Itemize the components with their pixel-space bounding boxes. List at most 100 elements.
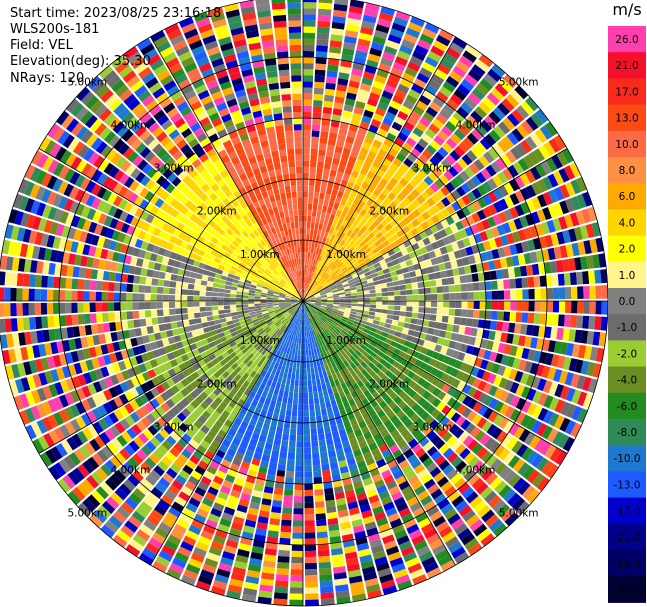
- ray-gate: [389, 391, 398, 401]
- ray-gate: [545, 353, 554, 366]
- ray-gate: [304, 556, 317, 564]
- ray-gate: [505, 94, 520, 108]
- ray-gate: [335, 90, 346, 98]
- ray-gate: [412, 294, 419, 301]
- ray-gate: [528, 288, 535, 300]
- ray-gate: [429, 280, 437, 287]
- ray-gate: [318, 309, 325, 313]
- ray-gate: [581, 208, 592, 224]
- ray-gate: [337, 287, 345, 292]
- ray-gate: [319, 396, 325, 404]
- ray-gate: [364, 381, 373, 390]
- ray-gate: [576, 408, 588, 423]
- ray-gate: [343, 360, 350, 368]
- ray-gate: [483, 382, 493, 394]
- ray-gate: [357, 294, 364, 298]
- ray-gate: [350, 150, 359, 159]
- ray-gate: [448, 357, 457, 367]
- ray-gate: [331, 331, 338, 337]
- ray-gate: [392, 157, 403, 167]
- ray-gate: [386, 78, 399, 89]
- ray-gate: [476, 184, 488, 196]
- ray-gate: [434, 344, 443, 353]
- ray-gate: [326, 306, 333, 309]
- ray-gate: [320, 271, 326, 278]
- ray-gate: [362, 203, 371, 212]
- ray-gate: [355, 178, 363, 187]
- ray-gate: [323, 322, 329, 328]
- ray-gate: [356, 328, 363, 335]
- ray-gate: [494, 480, 507, 494]
- ray-gate: [387, 34, 402, 44]
- ray-gate: [342, 110, 353, 118]
- ray-gate: [307, 291, 312, 297]
- ray-gate: [467, 439, 479, 451]
- ray-gate: [306, 234, 310, 241]
- ray-gate: [304, 276, 306, 283]
- ray-gate: [345, 221, 353, 229]
- ray-gate: [526, 388, 537, 401]
- ray-gate: [526, 402, 538, 416]
- ray-gate: [490, 161, 502, 174]
- ray-gate: [435, 34, 451, 47]
- ray-gate: [556, 151, 569, 167]
- ray-gate: [359, 83, 372, 92]
- ray-gate: [508, 455, 521, 469]
- ray-gate: [379, 259, 387, 266]
- ray-gate: [336, 139, 345, 148]
- ray-gate: [527, 349, 536, 361]
- ray-gate: [374, 354, 382, 362]
- ray-gate: [326, 260, 332, 267]
- ray-gate: [305, 343, 309, 350]
- ray-gate: [368, 378, 377, 386]
- ray-gate: [460, 217, 470, 228]
- ray-gate: [348, 124, 359, 133]
- ray-gate: [290, 569, 303, 576]
- ray-gate: [442, 103, 456, 115]
- ray-gate: [424, 294, 432, 301]
- ray-gate: [303, 209, 308, 216]
- ray-gate: [526, 239, 536, 252]
- ray-gate: [587, 378, 598, 394]
- ray-gate: [327, 138, 337, 146]
- ray-gate: [374, 284, 382, 289]
- ray-gate: [126, 293, 133, 301]
- ray-gate: [517, 254, 526, 266]
- ray-gate: [312, 259, 316, 267]
- ray-gate: [320, 304, 327, 308]
- ray-gate: [315, 298, 322, 300]
- ray-gate: [307, 373, 312, 381]
- ray-gate: [316, 167, 323, 175]
- ray-gate: [339, 66, 351, 74]
- ray-gate: [454, 284, 462, 292]
- ray-gate: [342, 206, 350, 214]
- ray-gate: [146, 269, 154, 278]
- ray-gate: [270, 512, 281, 520]
- ray-gate: [452, 162, 464, 174]
- ray-gate: [337, 217, 344, 225]
- ray-gate: [425, 364, 434, 374]
- ray-gate: [403, 272, 411, 279]
- ray-gate: [504, 301, 511, 311]
- ray-gate: [323, 199, 330, 207]
- ray-gate: [107, 292, 115, 301]
- ray-gate: [483, 151, 495, 164]
- ray-gate: [337, 133, 346, 142]
- ray-gate: [558, 216, 568, 230]
- ray-gate: [311, 309, 317, 314]
- ray-gate: [422, 89, 435, 101]
- ray-gate: [436, 163, 448, 174]
- ray-gate: [84, 268, 92, 279]
- ray-gate: [398, 350, 407, 359]
- ray-gate: [383, 196, 393, 206]
- ray-gate: [336, 190, 344, 199]
- ray-gate: [304, 538, 316, 545]
- ray-gate: [312, 308, 318, 313]
- ray-gate: [350, 325, 358, 332]
- ray-gate: [351, 292, 358, 296]
- ray-gate: [320, 293, 327, 297]
- ray-gate: [355, 340, 363, 347]
- ray-gate: [422, 237, 431, 246]
- ray-gate: [455, 220, 465, 231]
- ray-gate: [347, 86, 359, 95]
